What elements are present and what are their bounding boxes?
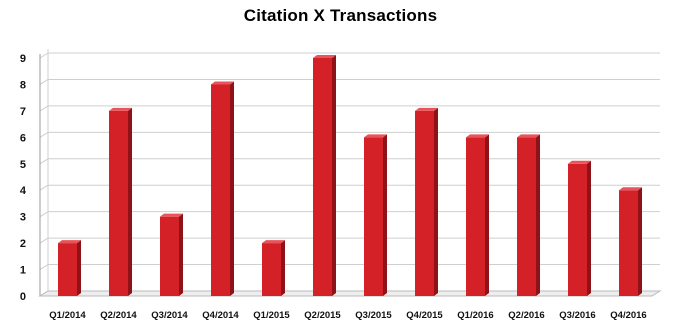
x-tick-label: Q2/2016 [508, 310, 544, 321]
x-tick-label: Q4/2016 [610, 310, 646, 321]
y-tick-label: 8 [20, 79, 26, 91]
bar-top [109, 107, 132, 111]
bar-front [109, 110, 128, 296]
bar-side [179, 213, 183, 296]
bar-side [587, 160, 591, 296]
y-tick-label: 9 [20, 53, 26, 65]
bar-top [211, 81, 234, 85]
bar-side [230, 81, 234, 296]
bar-side [128, 107, 132, 296]
bar-top [313, 55, 336, 58]
chart-title: Citation X Transactions [243, 6, 438, 25]
y-tick-label: 0 [20, 291, 26, 303]
x-tick-label: Q3/2016 [559, 310, 595, 321]
bar [415, 107, 438, 296]
x-tick-label: Q1/2014 [49, 310, 86, 321]
grid-depth-line [39, 105, 49, 112]
bar [109, 107, 132, 296]
bar-front [211, 84, 230, 296]
bar-front [415, 110, 434, 296]
bar-side [77, 240, 81, 296]
bar [364, 134, 387, 296]
bar [211, 81, 234, 296]
y-tick-label: 5 [20, 159, 26, 171]
bar [568, 160, 591, 296]
grid-depth-line [39, 264, 49, 270]
bar-side [434, 107, 438, 296]
grid-lines [39, 52, 660, 297]
bar-top [466, 134, 489, 138]
bar-front [619, 190, 638, 296]
grid-depth-line [39, 52, 49, 59]
bar-front [517, 137, 536, 296]
y-tick-label: 3 [20, 212, 26, 224]
bar-top [160, 213, 183, 217]
x-tick-label: Q4/2015 [406, 310, 443, 321]
bar [466, 134, 489, 296]
bar-top [619, 187, 642, 191]
bar-front [568, 163, 587, 296]
x-tick-label: Q2/2014 [100, 310, 137, 321]
y-tick-label: 6 [20, 132, 26, 144]
y-tick-label: 2 [20, 238, 26, 250]
bar [313, 55, 336, 296]
y-tick-labels: 0 1 2 3 4 5 6 7 8 9 [20, 53, 27, 303]
x-tick-label: Q1/2016 [457, 310, 493, 321]
x-tick-label: Q4/2014 [202, 310, 239, 321]
bar-front [313, 58, 332, 296]
bar-front [466, 137, 485, 296]
bar [262, 240, 285, 296]
x-tick-label: Q1/2015 [253, 310, 290, 321]
bar-side [485, 134, 489, 296]
x-tick-label: Q2/2015 [304, 310, 341, 321]
x-tick-label: Q3/2015 [355, 310, 392, 321]
x-tick-labels: Q1/2014 Q2/2014 Q3/2014 Q4/2014 Q1/2015 Q2/20… [49, 310, 646, 321]
bar-top [568, 160, 591, 164]
bar-front [160, 216, 179, 296]
bar [58, 240, 81, 296]
bar-top [517, 134, 540, 138]
bar-side [281, 240, 285, 296]
bar [619, 187, 642, 296]
grid-depth-line [39, 184, 49, 191]
bar-front [58, 243, 77, 296]
bar-top [58, 240, 81, 244]
grid-depth-line [39, 211, 49, 218]
bar-top [364, 134, 387, 138]
bar-front [364, 137, 383, 296]
bars [58, 55, 642, 296]
bar-top [415, 107, 438, 111]
grid-depth-line [39, 237, 49, 244]
bar-side [536, 134, 540, 296]
grid-depth-line [39, 131, 49, 138]
x-axis-floor [38, 290, 662, 297]
bar-top [262, 240, 285, 244]
y-tick-label: 4 [20, 185, 27, 197]
y-tick-label: 1 [20, 265, 26, 277]
axes [38, 49, 662, 297]
bar-front [262, 243, 281, 296]
bar-side [332, 55, 336, 296]
bar-side [383, 134, 387, 296]
grid-depth-line [39, 158, 49, 165]
x-tick-label: Q3/2014 [151, 310, 188, 321]
bar [160, 213, 183, 296]
y-tick-label: 7 [20, 106, 26, 118]
grid-depth-line [39, 79, 49, 85]
bar [517, 134, 540, 296]
bar-side [638, 187, 642, 296]
